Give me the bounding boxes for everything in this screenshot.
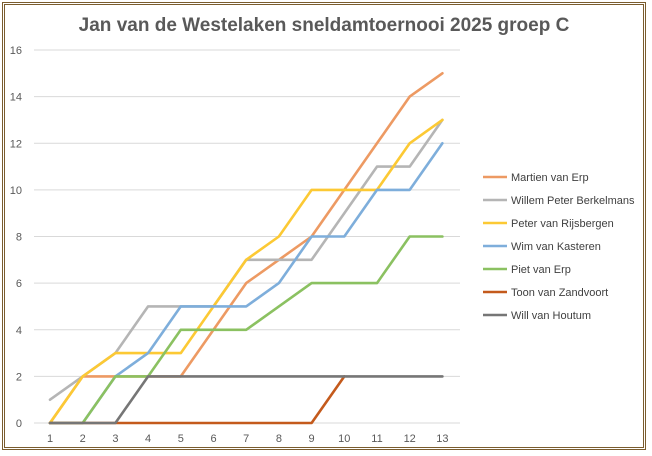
x-axis: 1 2 3 4 5 6 7 8 9 10 11 12 13 [47, 433, 449, 445]
legend-label: Toon van Zandvoort [511, 287, 608, 299]
y-tick-label: 2 [16, 371, 22, 383]
legend-label: Peter van Rijsbergen [511, 218, 614, 230]
series-line-1 [48, 72, 444, 425]
x-tick-label: 12 [404, 433, 416, 445]
x-tick-label: 7 [243, 433, 249, 445]
x-tick-label: 8 [276, 433, 282, 445]
x-tick-label: 11 [371, 433, 382, 445]
chart-title: Jan van de Westelaken sneldamtoernooi 20… [79, 15, 570, 36]
y-axis: 0 2 4 6 8 10 12 14 16 [10, 45, 22, 430]
y-tick-label: 14 [10, 92, 22, 104]
series-line-5 [48, 235, 444, 425]
y-tick-label: 12 [10, 138, 22, 150]
x-tick-label: 10 [338, 433, 350, 445]
x-tick-label: 6 [210, 433, 216, 445]
x-tick-label: 9 [309, 433, 315, 445]
legend-label: Wim van Kasteren [511, 241, 601, 253]
legend-label: Willem Peter Berkelmans [511, 195, 635, 207]
y-tick-label: 0 [16, 418, 22, 430]
y-tick-label: 10 [10, 185, 22, 197]
x-tick-label: 5 [178, 433, 184, 445]
y-tick-label: 16 [10, 45, 22, 57]
y-tick-label: 8 [16, 232, 22, 244]
legend-label: Will van Houtum [511, 310, 591, 322]
series-line-6 [48, 375, 346, 425]
x-tick-label: 13 [436, 433, 448, 445]
x-tick-label: 4 [145, 433, 151, 445]
series-lines [48, 72, 444, 425]
legend-label: Piet van Erp [511, 264, 571, 276]
x-tick-label: 2 [80, 433, 86, 445]
y-tick-label: 6 [16, 278, 22, 290]
y-tick-label: 4 [16, 325, 22, 337]
x-tick-label: 3 [112, 433, 118, 445]
series-line-7 [48, 375, 444, 425]
legend-label: Martien van Erp [511, 172, 589, 184]
x-tick-label: 1 [47, 433, 53, 445]
legend: Martien van Erp Willem Peter Berkelmans Pe… [483, 172, 635, 322]
